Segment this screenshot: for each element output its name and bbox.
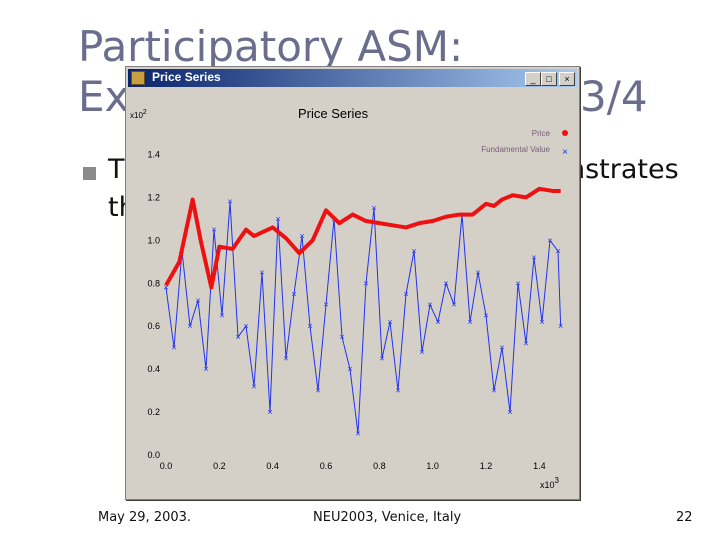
x-multiplier-base: x10 xyxy=(540,480,555,490)
fundamental-point: × xyxy=(363,278,368,288)
footer-page-number: 22 xyxy=(676,510,693,525)
fundamental-point: × xyxy=(483,310,488,320)
fundamental-point: × xyxy=(427,300,432,310)
series-line-price xyxy=(164,186,561,290)
fundamental-point: × xyxy=(275,214,280,224)
fundamental-point: × xyxy=(267,407,272,417)
fundamental-point: × xyxy=(379,353,384,363)
chart-title: Price Series xyxy=(298,106,369,121)
fundamental-point: × xyxy=(307,321,312,331)
fundamental-point: × xyxy=(419,347,424,357)
x-tick-label: 1.2 xyxy=(480,461,493,471)
y-tick-label: 1.2 xyxy=(147,192,160,202)
x-tick-label: 0.6 xyxy=(320,461,333,471)
fundamental-point: × xyxy=(203,364,208,374)
y-tick-label: 0.2 xyxy=(147,407,160,417)
fundamental-point: × xyxy=(558,321,563,331)
java-app-icon xyxy=(131,71,145,85)
y-tick-label: 0.4 xyxy=(147,364,160,374)
y-multiplier-exp: 2 xyxy=(143,109,147,116)
fundamental-point: × xyxy=(467,317,472,327)
price-series-chart: Price Series x102 x103 Price Fundamental… xyxy=(128,89,577,497)
legend-label-price: Price xyxy=(532,129,551,138)
fundamental-point: × xyxy=(211,225,216,235)
fundamental-point: × xyxy=(395,386,400,396)
legend-label-fundamental: Fundamental Value xyxy=(481,145,550,154)
slide-title: Participatory ASM: Ex xyxy=(78,22,463,122)
price-series-window[interactable]: Price Series _ □ × Price Series x102 x10… xyxy=(125,66,580,500)
slide-title-line1: Participatory ASM: xyxy=(78,22,464,71)
legend-marker-price xyxy=(562,130,568,136)
fundamental-point: × xyxy=(435,317,440,327)
y-tick-label: 1.4 xyxy=(147,149,160,159)
x-tick-label: 0.0 xyxy=(160,461,173,471)
x-axis: 0.0 0.2 0.4 0.6 0.8 1.0 1.2 1.4 xyxy=(160,461,546,471)
x-multiplier: x103 xyxy=(540,476,560,490)
fundamental-point: × xyxy=(547,235,552,245)
bullet-text-start: T xyxy=(108,154,125,185)
x-tick-label: 1.4 xyxy=(533,461,546,471)
fundamental-point: × xyxy=(403,289,408,299)
minimize-button[interactable]: _ xyxy=(525,72,541,86)
window-titlebar[interactable]: Price Series _ □ × xyxy=(128,69,577,87)
footer-date: May 29, 2003. xyxy=(98,510,192,525)
y-multiplier: x102 xyxy=(130,109,147,120)
x-tick-label: 0.4 xyxy=(266,461,279,471)
fundamental-point: × xyxy=(523,338,528,348)
bullet-text-end: nstrates xyxy=(568,154,679,185)
x-tick-label: 0.8 xyxy=(373,461,386,471)
fundamental-point: × xyxy=(539,317,544,327)
fundamental-point: × xyxy=(187,321,192,331)
footer-venue: NEU2003, Venice, Italy xyxy=(313,510,462,525)
y-multiplier-base: x10 xyxy=(130,111,143,120)
fundamental-point: × xyxy=(515,278,520,288)
y-tick-label: 1.0 xyxy=(147,235,160,245)
fundamental-point: × xyxy=(475,268,480,278)
fundamental-point: × xyxy=(323,300,328,310)
fundamental-point: × xyxy=(259,268,264,278)
slide-title-line2: Ex xyxy=(78,72,130,121)
y-tick-label: 0.8 xyxy=(147,278,160,288)
chart-legend: Price Fundamental Value × xyxy=(481,129,568,158)
fundamental-point: × xyxy=(387,317,392,327)
fundamental-point: × xyxy=(219,310,224,320)
fundamental-point: × xyxy=(491,386,496,396)
fundamental-point: × xyxy=(291,289,296,299)
fundamental-point: × xyxy=(163,283,168,293)
y-tick-label: 0.6 xyxy=(147,321,160,331)
fundamental-point: × xyxy=(243,321,248,331)
fundamental-point: × xyxy=(339,332,344,342)
y-tick-label: 0.0 xyxy=(147,450,160,460)
fundamental-point: × xyxy=(171,343,176,353)
bullet-square-icon xyxy=(83,167,96,180)
fundamental-point: × xyxy=(555,246,560,256)
maximize-button[interactable]: □ xyxy=(541,72,557,86)
fundamental-point: × xyxy=(531,253,536,263)
plot-area: ××××××××××××××××××××××××××××××××××××××××… xyxy=(163,186,563,439)
fundamental-point: × xyxy=(235,332,240,342)
fundamental-point: × xyxy=(451,300,456,310)
x-tick-label: 1.0 xyxy=(426,461,439,471)
fundamental-point: × xyxy=(499,343,504,353)
fundamental-point: × xyxy=(507,407,512,417)
close-button[interactable]: × xyxy=(559,72,575,86)
fundamental-point: × xyxy=(411,246,416,256)
x-multiplier-exp: 3 xyxy=(555,476,560,485)
fundamental-point: × xyxy=(251,381,256,391)
fundamental-point: × xyxy=(283,353,288,363)
fundamental-point: × xyxy=(355,429,360,439)
fundamental-point: × xyxy=(227,197,232,207)
slide-title-tail: 3/4 xyxy=(580,72,648,121)
fundamental-point: × xyxy=(299,231,304,241)
legend-marker-fundamental: × xyxy=(562,147,568,158)
fundamental-point: × xyxy=(195,295,200,305)
fundamental-point: × xyxy=(371,203,376,213)
chart-background xyxy=(128,89,577,497)
x-tick-label: 0.2 xyxy=(213,461,226,471)
fundamental-point: × xyxy=(347,364,352,374)
fundamental-point: × xyxy=(443,278,448,288)
y-axis: 0.0 0.2 0.4 0.6 0.8 1.0 1.2 1.4 xyxy=(147,149,160,460)
window-title: Price Series xyxy=(152,70,221,84)
fundamental-point: × xyxy=(315,386,320,396)
